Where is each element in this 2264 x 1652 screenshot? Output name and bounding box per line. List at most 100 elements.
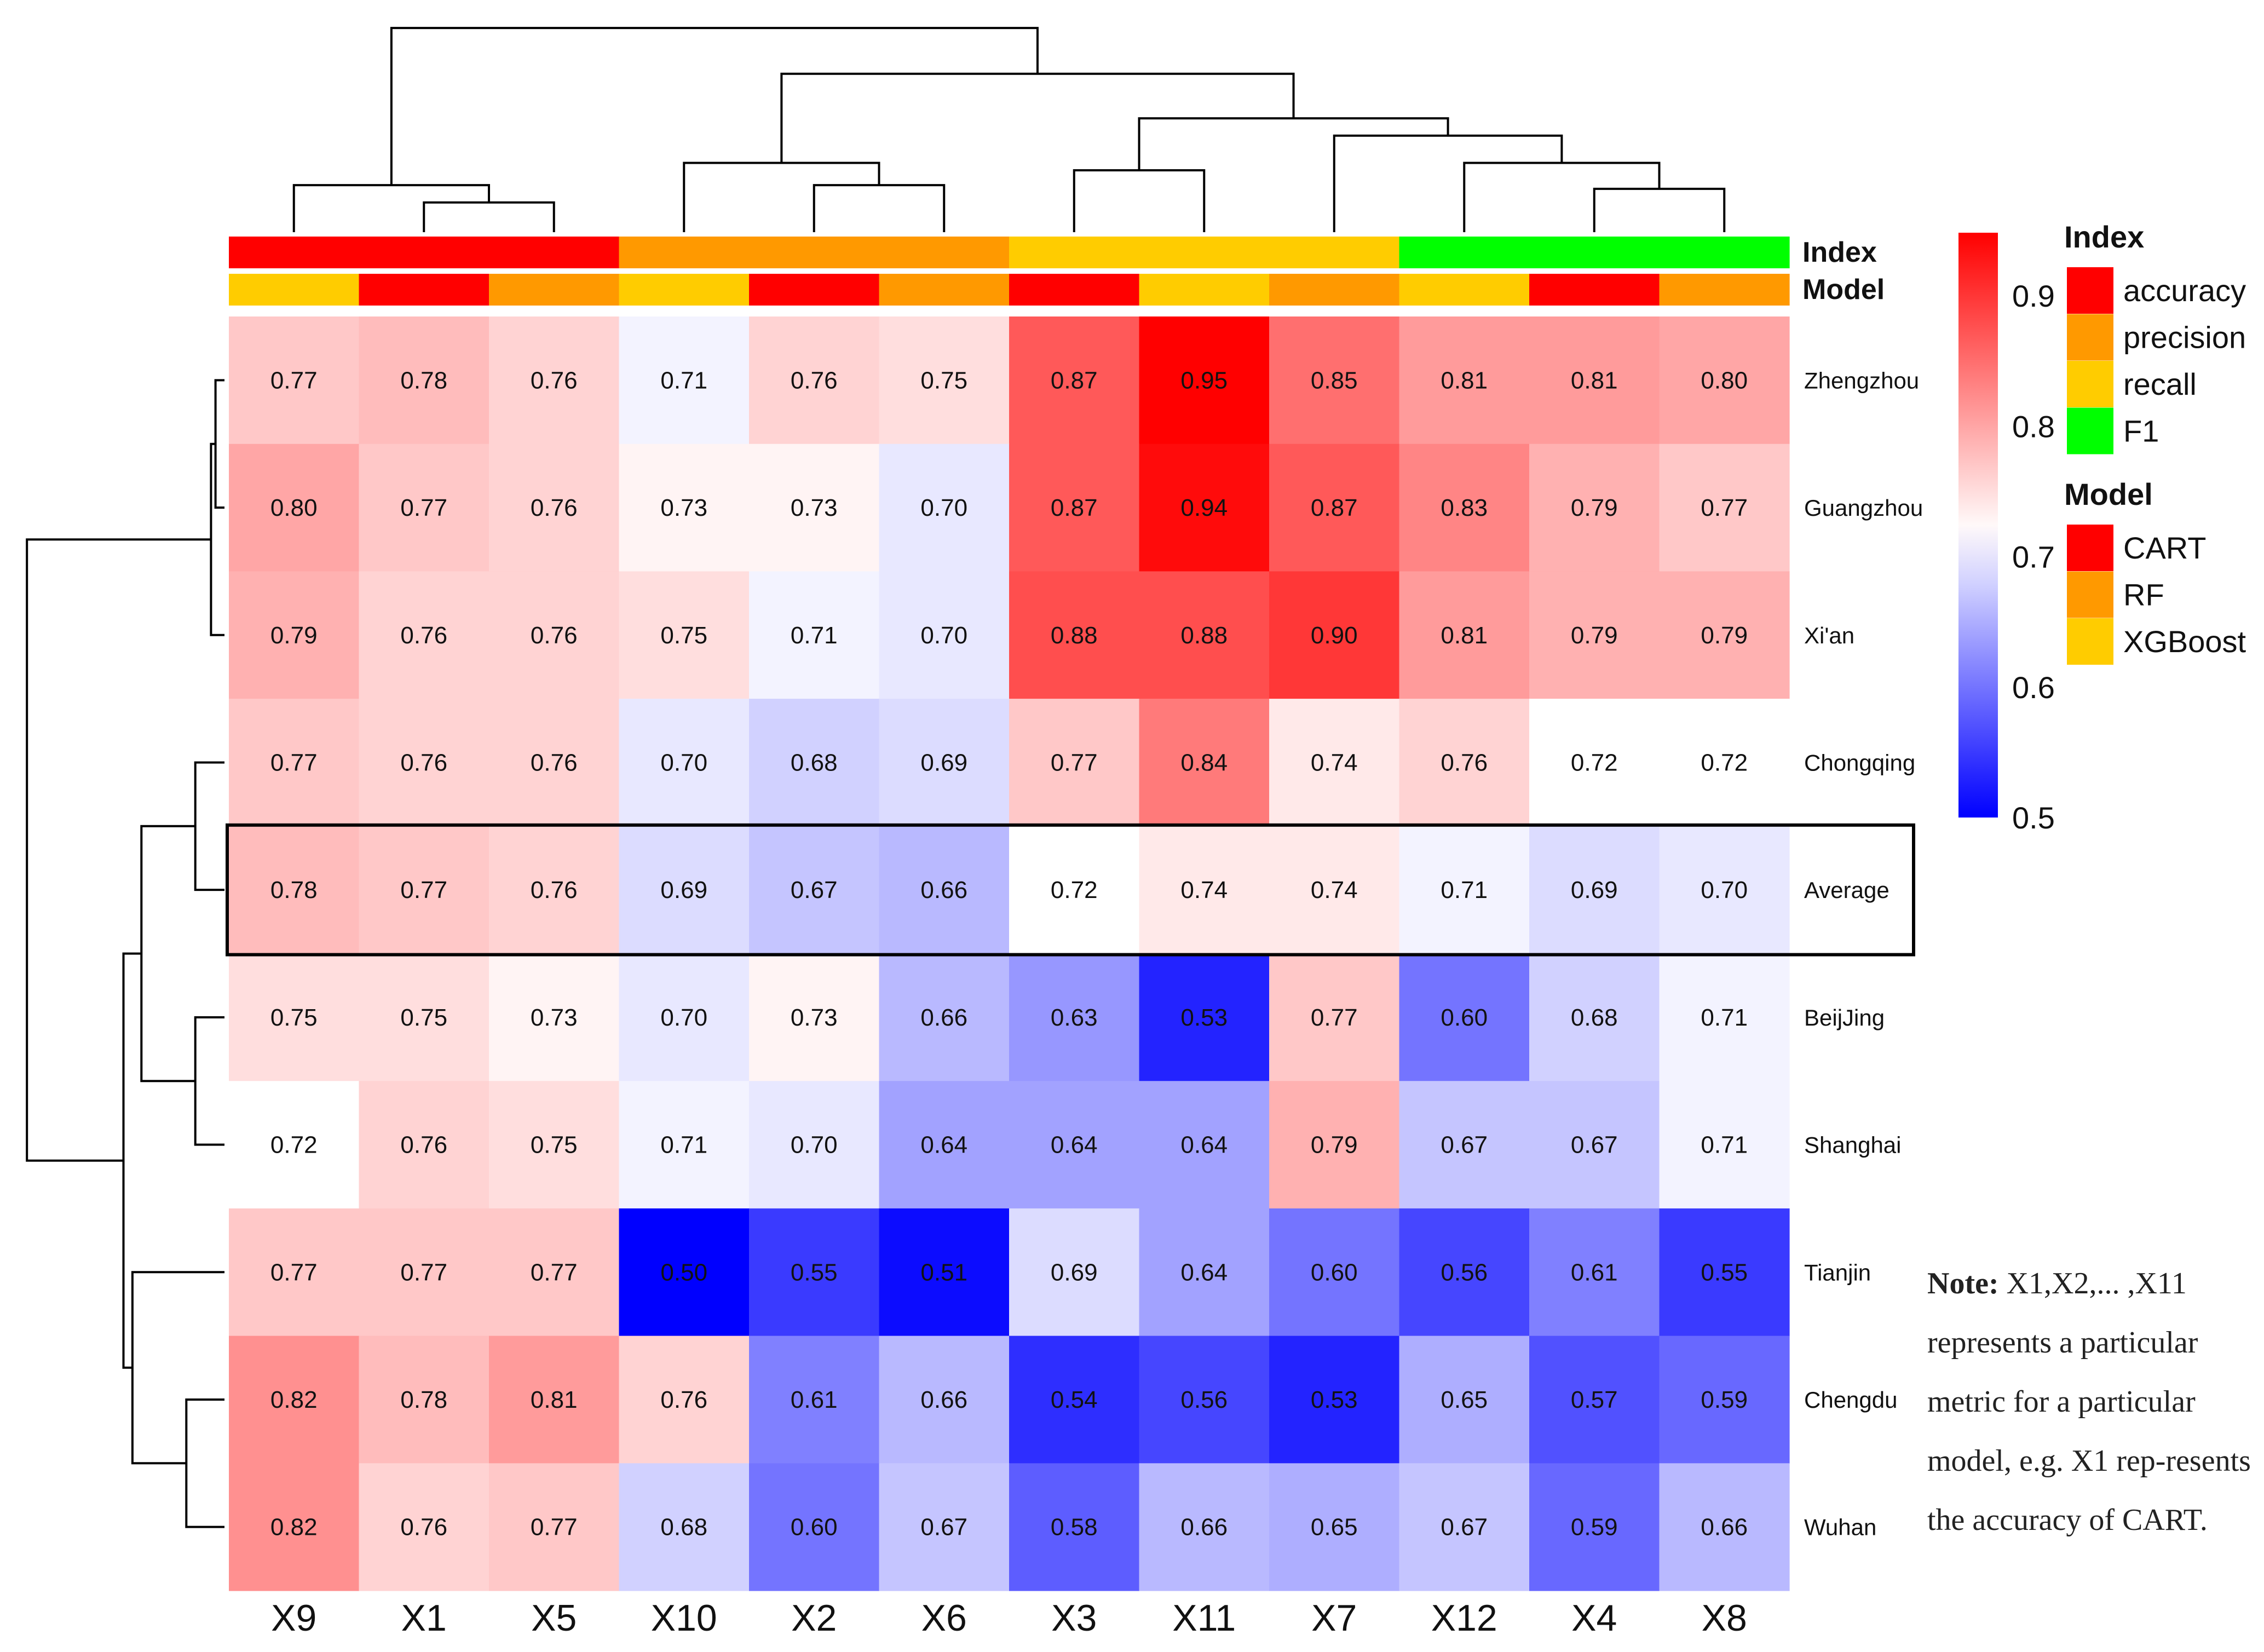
cell-value-label: 0.69 [1571, 877, 1618, 903]
heatmap-cell [1139, 699, 1270, 827]
cell-value-label: 0.71 [791, 622, 838, 649]
cell-value-label: 0.75 [400, 1004, 447, 1031]
cell-value-label: 0.76 [400, 622, 447, 649]
annotation-cell [1269, 274, 1400, 306]
cell-value-label: 0.60 [1311, 1259, 1358, 1286]
annotation-cell [879, 237, 1010, 268]
legend-item-label: accuracy [2123, 273, 2246, 308]
cell-value-label: 0.85 [1311, 367, 1358, 394]
heatmap-cell [359, 571, 489, 699]
heatmap-cell [1139, 571, 1270, 699]
heatmap-cell [359, 826, 489, 954]
cell-value-label: 0.65 [1441, 1386, 1488, 1413]
cell-value-label: 0.76 [400, 1132, 447, 1159]
cell-value-label: 0.71 [660, 1132, 707, 1159]
heatmap-cell [749, 1463, 880, 1591]
heatmap-cell [1139, 1463, 1270, 1591]
row-label: Xi'an [1804, 623, 1854, 648]
heatmap-cell [229, 1208, 360, 1337]
heatmap-cell [1139, 444, 1270, 572]
heatmap-cell [1009, 1336, 1140, 1464]
row-label: Shanghai [1804, 1132, 1902, 1158]
cell-value-label: 0.79 [1571, 494, 1618, 521]
heatmap-cell [749, 1208, 880, 1337]
heatmap-cell [749, 699, 880, 827]
cell-value-label: 0.77 [270, 1259, 318, 1286]
heatmap-cell [879, 1081, 1010, 1209]
cell-value-label: 0.81 [531, 1386, 578, 1413]
row-label: Average [1804, 877, 1889, 903]
heatmap-cell [489, 826, 620, 954]
annotation-cell [359, 237, 489, 268]
legend-title: Index [2064, 220, 2144, 254]
heatmap-cells: 0.77 0.78 0.76 0.71 0.76 0.75 0.87 0.95 0.85 0.81… [229, 316, 1790, 1591]
legend-swatch [2067, 361, 2113, 407]
colorbar-tick-label: 0.5 [2012, 801, 2055, 835]
heatmap-cell [619, 953, 750, 1081]
annotation-cell [619, 274, 750, 306]
column-dendrogram [292, 27, 1726, 232]
cell-value-label: 0.94 [1180, 494, 1228, 521]
heatmap-cell [229, 1463, 360, 1591]
dendrogram-branch [292, 184, 490, 232]
legend-item-label: RF [2123, 578, 2164, 612]
cell-value-label: 0.66 [920, 1386, 967, 1413]
cell-value-label: 0.88 [1180, 622, 1228, 649]
cell-value-label: 0.75 [531, 1132, 578, 1159]
legend-swatch [2067, 618, 2113, 665]
heatmap-cell [359, 1081, 489, 1209]
heatmap-cell [619, 699, 750, 827]
heatmap-cell [359, 316, 489, 445]
cell-value-label: 0.82 [270, 1386, 318, 1413]
colorbar-tick-label: 0.6 [2012, 670, 2055, 705]
cell-value-label: 0.56 [1441, 1259, 1488, 1286]
cell-value-label: 0.76 [531, 749, 578, 776]
annotation-cell [229, 274, 360, 306]
heatmap-cell [749, 444, 880, 572]
cell-value-label: 0.71 [1441, 877, 1488, 903]
dendrogram-branch [210, 442, 224, 636]
annotation-cell [489, 237, 620, 268]
column-label: X1 [401, 1597, 447, 1639]
heatmap-cell [1139, 1208, 1270, 1337]
cell-value-label: 0.56 [1180, 1386, 1228, 1413]
cell-value-label: 0.73 [531, 1004, 578, 1031]
heatmap-cell [359, 1208, 489, 1337]
cell-value-label: 0.73 [660, 494, 707, 521]
cell-value-label: 0.75 [920, 367, 967, 394]
heatmap-cell [489, 1336, 620, 1464]
row-label: Guangzhou [1804, 495, 1923, 521]
heatmap-cell [879, 444, 1010, 572]
cell-value-label: 0.80 [270, 494, 318, 521]
column-label: X12 [1431, 1597, 1497, 1639]
heatmap-cell [1529, 1336, 1660, 1464]
cell-value-label: 0.79 [1571, 622, 1618, 649]
heatmap-cell [749, 953, 880, 1081]
heatmap-cell [489, 953, 620, 1081]
heatmap-cell [619, 1081, 750, 1209]
cell-value-label: 0.77 [400, 494, 447, 521]
cell-value-label: 0.72 [1701, 749, 1748, 776]
annotation-track-index [229, 237, 1790, 268]
cell-value-label: 0.74 [1180, 877, 1228, 903]
highlight-row-box [226, 823, 1915, 957]
row-label: Zhengzhou [1804, 367, 1919, 393]
legend-swatch [2067, 525, 2113, 571]
cell-value-label: 0.64 [1180, 1132, 1228, 1159]
cell-value-label: 0.72 [1571, 749, 1618, 776]
cell-value-label: 0.79 [270, 622, 318, 649]
cell-value-label: 0.77 [400, 1259, 447, 1286]
cell-value-label: 0.57 [1571, 1386, 1618, 1413]
cell-value-label: 0.66 [920, 877, 967, 903]
annotation-cell [749, 237, 880, 268]
cell-value-label: 0.53 [1311, 1386, 1358, 1413]
heatmap-cell [489, 699, 620, 827]
legend-swatch [2067, 267, 2113, 314]
heatmap-cell [229, 826, 360, 954]
cell-value-label: 0.76 [531, 494, 578, 521]
heatmap-cell [1659, 571, 1790, 699]
cell-value-label: 0.67 [1571, 1132, 1618, 1159]
annotation-cell [1659, 274, 1790, 306]
cell-value-label: 0.64 [1051, 1132, 1098, 1159]
